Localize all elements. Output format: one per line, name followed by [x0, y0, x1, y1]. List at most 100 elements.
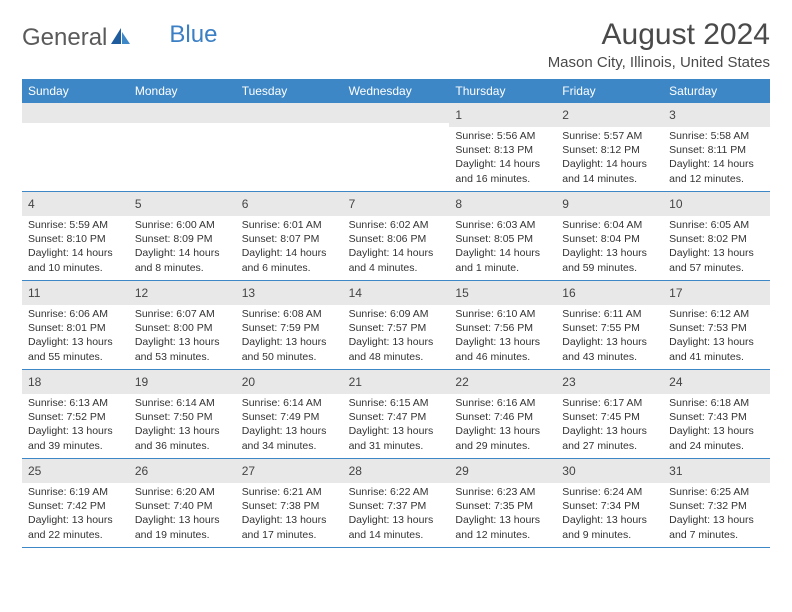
day-number-row: 2	[556, 103, 663, 127]
day-details: Sunrise: 6:09 AMSunset: 7:57 PMDaylight:…	[343, 305, 450, 368]
daylight-text: Daylight: 13 hours and 9 minutes.	[562, 513, 657, 541]
daylight-text: Daylight: 13 hours and 24 minutes.	[669, 424, 764, 452]
day-details: Sunrise: 6:14 AMSunset: 7:50 PMDaylight:…	[129, 394, 236, 457]
sunrise-text: Sunrise: 6:02 AM	[349, 218, 444, 232]
day-details: Sunrise: 6:02 AMSunset: 8:06 PMDaylight:…	[343, 216, 450, 279]
sunset-text: Sunset: 8:05 PM	[455, 232, 550, 246]
day-number-row: 18	[22, 370, 129, 394]
day-details: Sunrise: 6:15 AMSunset: 7:47 PMDaylight:…	[343, 394, 450, 457]
sunrise-text: Sunrise: 6:11 AM	[562, 307, 657, 321]
day-number: 27	[242, 464, 255, 478]
daylight-text: Daylight: 14 hours and 8 minutes.	[135, 246, 230, 274]
daylight-text: Daylight: 14 hours and 1 minute.	[455, 246, 550, 274]
day-number: 24	[669, 375, 682, 389]
day-number-row: 23	[556, 370, 663, 394]
day-number-row: 19	[129, 370, 236, 394]
day-details: Sunrise: 5:57 AMSunset: 8:12 PMDaylight:…	[556, 127, 663, 190]
daylight-text: Daylight: 13 hours and 22 minutes.	[28, 513, 123, 541]
empty-cell	[22, 103, 129, 191]
sunrise-text: Sunrise: 5:56 AM	[455, 129, 550, 143]
day-cell: 11 Sunrise: 6:06 AMSunset: 8:01 PMDayligh…	[22, 281, 129, 369]
day-number: 11	[28, 286, 40, 300]
sunset-text: Sunset: 7:46 PM	[455, 410, 550, 424]
day-number-row: 7	[343, 192, 450, 216]
day-details: Sunrise: 6:17 AMSunset: 7:45 PMDaylight:…	[556, 394, 663, 457]
sunrise-text: Sunrise: 5:58 AM	[669, 129, 764, 143]
daylight-text: Daylight: 13 hours and 14 minutes.	[349, 513, 444, 541]
sunset-text: Sunset: 7:34 PM	[562, 499, 657, 513]
day-details: Sunrise: 6:13 AMSunset: 7:52 PMDaylight:…	[22, 394, 129, 457]
daylight-text: Daylight: 13 hours and 43 minutes.	[562, 335, 657, 363]
sunrise-text: Sunrise: 6:00 AM	[135, 218, 230, 232]
day-number: 15	[455, 286, 468, 300]
sunrise-text: Sunrise: 6:07 AM	[135, 307, 230, 321]
day-number: 26	[135, 464, 148, 478]
day-cell: 14Sunrise: 6:09 AMSunset: 7:57 PMDayligh…	[343, 281, 450, 369]
sunrise-text: Sunrise: 6:10 AM	[455, 307, 550, 321]
day-cell: 31Sunrise: 6:25 AMSunset: 7:32 PMDayligh…	[663, 459, 770, 547]
day-number: 30	[562, 464, 575, 478]
day-details: Sunrise: 6:18 AMSunset: 7:43 PMDaylight:…	[663, 394, 770, 457]
day-number-row	[22, 103, 129, 123]
day-details: Sunrise: 6:12 AMSunset: 7:53 PMDaylight:…	[663, 305, 770, 368]
daylight-text: Daylight: 13 hours and 59 minutes.	[562, 246, 657, 274]
sunrise-text: Sunrise: 5:59 AM	[28, 218, 123, 232]
day-number-row: 14	[343, 281, 450, 305]
day-details: Sunrise: 6:08 AMSunset: 7:59 PMDaylight:…	[236, 305, 343, 368]
sunrise-text: Sunrise: 6:04 AM	[562, 218, 657, 232]
day-details: Sunrise: 6:11 AMSunset: 7:55 PMDaylight:…	[556, 305, 663, 368]
day-number-row: 16	[556, 281, 663, 305]
empty-cell	[343, 103, 450, 191]
day-number: 2	[562, 108, 569, 122]
day-details: Sunrise: 6:04 AMSunset: 8:04 PMDaylight:…	[556, 216, 663, 279]
day-cell: 7 Sunrise: 6:02 AMSunset: 8:06 PMDaylight…	[343, 192, 450, 280]
sunset-text: Sunset: 7:43 PM	[669, 410, 764, 424]
sunrise-text: Sunrise: 6:12 AM	[669, 307, 764, 321]
sunrise-text: Sunrise: 6:05 AM	[669, 218, 764, 232]
location-text: Mason City, Illinois, United States	[548, 54, 770, 71]
sunset-text: Sunset: 8:10 PM	[28, 232, 123, 246]
day-number: 29	[455, 464, 468, 478]
day-cell: 9 Sunrise: 6:04 AMSunset: 8:04 PMDaylight…	[556, 192, 663, 280]
week-row: 11Sunrise: 6:06 AMSunset: 8:01 PMDayligh…	[22, 281, 770, 370]
sunrise-text: Sunrise: 6:19 AM	[28, 485, 123, 499]
day-cell: 28 Sunrise: 6:22 AMSunset: 7:37 PMDayligh…	[343, 459, 450, 547]
day-cell: 17Sunrise: 6:12 AMSunset: 7:53 PMDayligh…	[663, 281, 770, 369]
logo-sail-icon	[111, 28, 131, 51]
sunrise-text: Sunrise: 6:14 AM	[135, 396, 230, 410]
day-number-row: 12	[129, 281, 236, 305]
calendar-page: General Blue August 2024 Mason City, Ill…	[0, 0, 792, 566]
daylight-text: Daylight: 13 hours and 19 minutes.	[135, 513, 230, 541]
day-number-row: 13	[236, 281, 343, 305]
day-cell: 23Sunrise: 6:17 AMSunset: 7:45 PMDayligh…	[556, 370, 663, 458]
logo-text-2: Blue	[169, 21, 217, 49]
daylight-text: Daylight: 13 hours and 27 minutes.	[562, 424, 657, 452]
sunset-text: Sunset: 8:07 PM	[242, 232, 337, 246]
sunset-text: Sunset: 8:01 PM	[28, 321, 123, 335]
day-cell: 1Sunrise: 5:56 AMSunset: 8:13 PMDaylight…	[449, 103, 556, 191]
day-details: Sunrise: 6:06 AMSunset: 8:01 PMDaylight:…	[22, 305, 129, 368]
sunset-text: Sunset: 7:45 PM	[562, 410, 657, 424]
daylight-text: Daylight: 13 hours and 17 minutes.	[242, 513, 337, 541]
day-details: Sunrise: 6:22 AMSunset: 7:37 PMDaylight:…	[343, 483, 450, 546]
day-number-row	[129, 103, 236, 123]
day-number: 9	[562, 197, 569, 211]
day-number: 13	[242, 286, 255, 300]
day-cell: 8Sunrise: 6:03 AMSunset: 8:05 PMDaylight…	[449, 192, 556, 280]
sunrise-text: Sunrise: 6:23 AM	[455, 485, 550, 499]
day-number: 28	[349, 464, 362, 478]
page-header: General Blue August 2024 Mason City, Ill…	[22, 18, 770, 71]
weekday-label: Monday	[129, 79, 236, 103]
day-number: 3	[669, 108, 676, 122]
day-cell: 30Sunrise: 6:24 AMSunset: 7:34 PMDayligh…	[556, 459, 663, 547]
daylight-text: Daylight: 13 hours and 39 minutes.	[28, 424, 123, 452]
day-number: 7	[349, 197, 356, 211]
sunset-text: Sunset: 7:37 PM	[349, 499, 444, 513]
day-details: Sunrise: 6:20 AMSunset: 7:40 PMDaylight:…	[129, 483, 236, 546]
sunset-text: Sunset: 7:53 PM	[669, 321, 764, 335]
sunrise-text: Sunrise: 6:06 AM	[28, 307, 123, 321]
sunrise-text: Sunrise: 6:08 AM	[242, 307, 337, 321]
daylight-text: Daylight: 14 hours and 10 minutes.	[28, 246, 123, 274]
sunset-text: Sunset: 8:09 PM	[135, 232, 230, 246]
day-details: Sunrise: 6:21 AMSunset: 7:38 PMDaylight:…	[236, 483, 343, 546]
